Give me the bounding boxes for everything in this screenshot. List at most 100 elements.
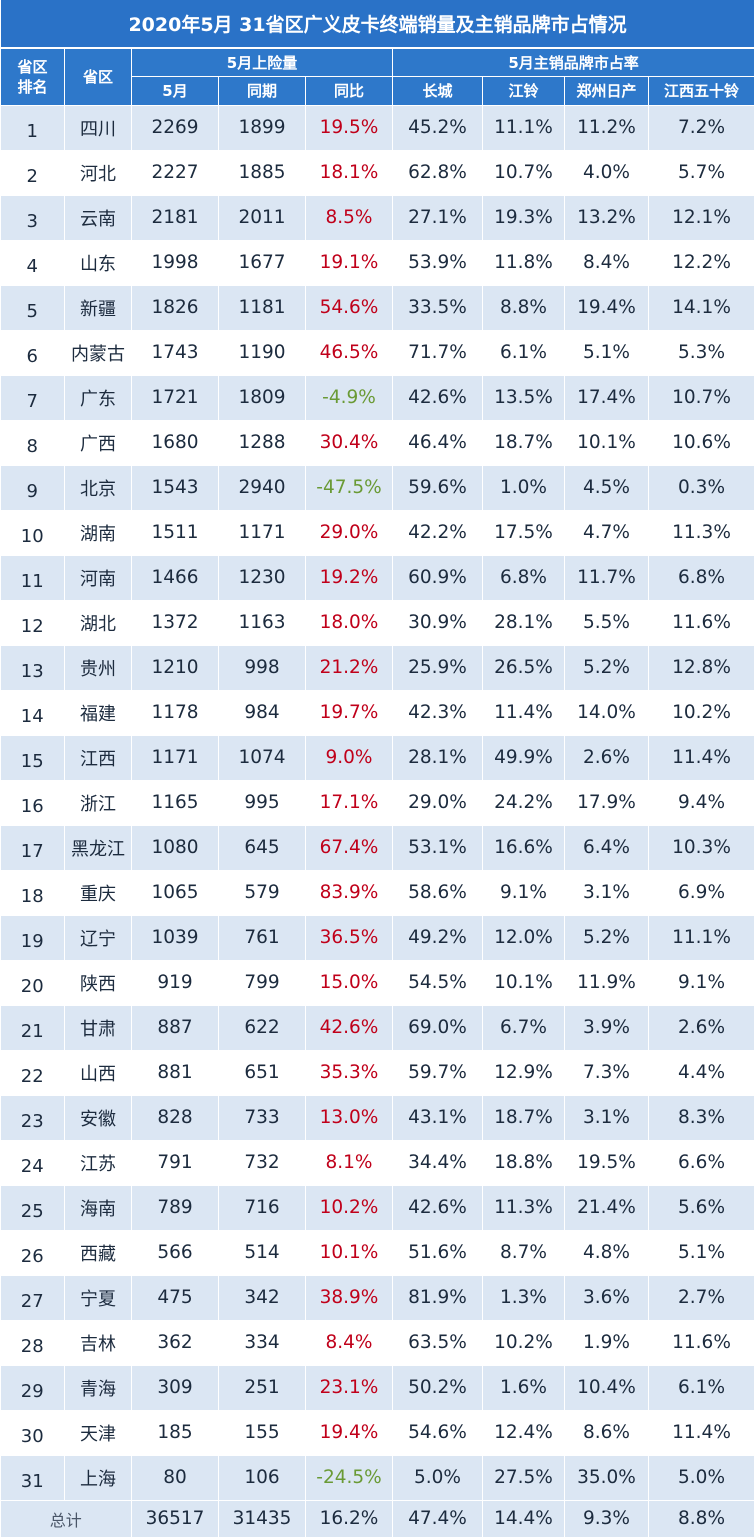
cell-jmc: 1.0% [483, 465, 565, 510]
cell-jmc: 12.4% [483, 1410, 565, 1455]
cell-greatwall: 34.4% [393, 1140, 483, 1185]
cell-jmc: 11.1% [483, 105, 565, 150]
cell-zhengzhou-nissan: 5.2% [565, 915, 649, 960]
cell-yoy: 54.6% [306, 285, 393, 330]
cell-zhengzhou-nissan: 3.6% [565, 1275, 649, 1320]
cell-jmc: 6.7% [483, 1005, 565, 1050]
cell-zhengzhou-nissan: 8.4% [565, 240, 649, 285]
cell-greatwall: 25.9% [393, 645, 483, 690]
cell-province: 吉林 [65, 1320, 132, 1365]
header-group-share: 5月主销品牌市占率 [393, 48, 754, 76]
cell-province: 内蒙古 [65, 330, 132, 375]
cell-greatwall: 53.1% [393, 825, 483, 870]
cell-jx-isuzu: 5.1% [649, 1230, 754, 1275]
cell-province: 江苏 [65, 1140, 132, 1185]
cell-zhengzhou-nissan: 10.1% [565, 420, 649, 465]
header-prior: 同期 [219, 76, 306, 105]
cell-rank: 30 [1, 1410, 65, 1455]
cell-rank: 15 [1, 735, 65, 780]
cell-prior: 1171 [219, 510, 306, 555]
cell-province: 山东 [65, 240, 132, 285]
cell-prior: 1074 [219, 735, 306, 780]
cell-greatwall: 54.5% [393, 960, 483, 1005]
cell-prior: 716 [219, 1185, 306, 1230]
cell-zhengzhou-nissan: 4.7% [565, 510, 649, 555]
cell-yoy: 8.5% [306, 195, 393, 240]
cell-province: 天津 [65, 1410, 132, 1455]
cell-prior: 106 [219, 1455, 306, 1500]
cell-rank: 4 [1, 240, 65, 285]
cell-greatwall: 54.6% [393, 1410, 483, 1455]
cell-may: 789 [132, 1185, 219, 1230]
cell-yoy: 36.5% [306, 915, 393, 960]
cell-province: 湖南 [65, 510, 132, 555]
cell-jmc: 10.1% [483, 960, 565, 1005]
cell-jx-isuzu: 0.3% [649, 465, 754, 510]
cell-greatwall: 28.1% [393, 735, 483, 780]
cell-may: 1372 [132, 600, 219, 645]
cell-jx-isuzu: 8.3% [649, 1095, 754, 1140]
cell-may: 185 [132, 1410, 219, 1455]
cell-jmc: 1.3% [483, 1275, 565, 1320]
cell-zhengzhou-nissan: 1.9% [565, 1320, 649, 1365]
cell-prior: 1190 [219, 330, 306, 375]
cell-province: 贵州 [65, 645, 132, 690]
cell-jx-isuzu: 10.6% [649, 420, 754, 465]
cell-prior: 2940 [219, 465, 306, 510]
cell-province: 陕西 [65, 960, 132, 1005]
cell-greatwall: 69.0% [393, 1005, 483, 1050]
cell-yoy: 19.4% [306, 1410, 393, 1455]
cell-jmc: 6.1% [483, 330, 565, 375]
cell-province: 海南 [65, 1185, 132, 1230]
cell-zhengzhou-nissan: 7.3% [565, 1050, 649, 1095]
cell-yoy: 23.1% [306, 1365, 393, 1410]
cell-may: 919 [132, 960, 219, 1005]
cell-may: 362 [132, 1320, 219, 1365]
cell-may: 1998 [132, 240, 219, 285]
cell-jx-isuzu: 5.7% [649, 150, 754, 195]
cell-province: 北京 [65, 465, 132, 510]
cell-province: 西藏 [65, 1230, 132, 1275]
cell-jx-isuzu: 6.1% [649, 1365, 754, 1410]
cell-may: 309 [132, 1365, 219, 1410]
cell-jx-isuzu: 6.8% [649, 555, 754, 600]
cell-greatwall: 51.6% [393, 1230, 483, 1275]
cell-jx-isuzu: 12.1% [649, 195, 754, 240]
cell-province: 四川 [65, 105, 132, 150]
cell-greatwall: 81.9% [393, 1275, 483, 1320]
header-jmc: 江铃 [483, 76, 565, 105]
cell-prior: 155 [219, 1410, 306, 1455]
cell-yoy: 83.9% [306, 870, 393, 915]
cell-rank: 7 [1, 375, 65, 420]
cell-may: 1178 [132, 690, 219, 735]
cell-prior: 1899 [219, 105, 306, 150]
cell-zhengzhou-nissan: 14.0% [565, 690, 649, 735]
cell-rank: 12 [1, 600, 65, 645]
cell-prior: 761 [219, 915, 306, 960]
cell-jx-isuzu: 7.2% [649, 105, 754, 150]
total-jx-isuzu: 8.8% [649, 1500, 754, 1537]
cell-yoy: -4.9% [306, 375, 393, 420]
cell-prior: 995 [219, 780, 306, 825]
cell-jmc: 12.0% [483, 915, 565, 960]
cell-rank: 13 [1, 645, 65, 690]
cell-greatwall: 27.1% [393, 195, 483, 240]
cell-jx-isuzu: 6.6% [649, 1140, 754, 1185]
cell-greatwall: 53.9% [393, 240, 483, 285]
cell-yoy: 10.1% [306, 1230, 393, 1275]
cell-yoy: 10.2% [306, 1185, 393, 1230]
cell-province: 甘肃 [65, 1005, 132, 1050]
cell-may: 881 [132, 1050, 219, 1095]
cell-zhengzhou-nissan: 21.4% [565, 1185, 649, 1230]
cell-jmc: 28.1% [483, 600, 565, 645]
cell-prior: 622 [219, 1005, 306, 1050]
cell-greatwall: 33.5% [393, 285, 483, 330]
